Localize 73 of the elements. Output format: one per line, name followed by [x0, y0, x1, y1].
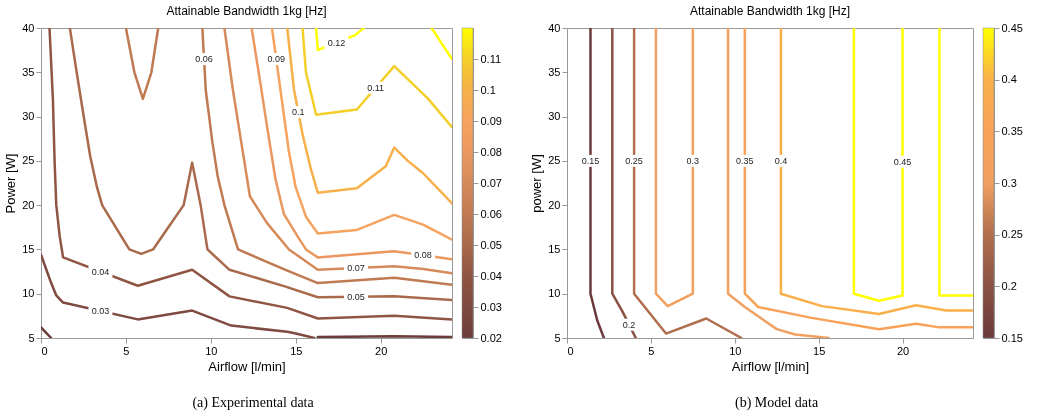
x-tick-label: 20 [375, 344, 388, 357]
color-bar-label: 0.3 [1001, 176, 1017, 189]
y-tick-label: 30 [548, 110, 561, 123]
y-axis-title: Power [W] [3, 153, 19, 214]
line-series [250, 28, 452, 261]
y-tick-label: 30 [22, 110, 35, 123]
line-series [286, 28, 452, 205]
x-axis-title: Airflow [l/min] [731, 358, 810, 374]
series-label: 0.4 [774, 155, 788, 166]
color-bar-label: 0.4 [1001, 73, 1017, 86]
color-bar-label: 0.06 [480, 207, 502, 220]
color-bar-label: 0.35 [1001, 124, 1023, 137]
x-tick-label: 20 [896, 344, 910, 357]
x-tick-label: 15 [813, 344, 826, 357]
text: (a) Experimental data [192, 394, 315, 411]
x-tick-label: 15 [290, 344, 303, 357]
series-label: 0.03 [91, 305, 110, 316]
y-tick-label: 20 [548, 198, 561, 211]
color-bar-label: 0.15 [1001, 331, 1023, 344]
color-bar-label: 0.2 [1001, 279, 1017, 292]
color-bar-label: 0.45 [1001, 21, 1023, 34]
color-bar-label: 0.05 [480, 238, 502, 251]
series-label: 0.35 [736, 155, 754, 166]
x-axis-title: Airflow [l/min] [208, 358, 286, 374]
y-tick-label: 15 [548, 242, 561, 255]
y-tick-label: 25 [22, 154, 35, 167]
color-bar-label: 0.03 [480, 300, 502, 313]
series-label: 0.2 [622, 319, 636, 330]
color-bar-label: 0.07 [480, 176, 502, 189]
x-tick-label: 10 [205, 344, 218, 357]
y-tick-label: 10 [22, 287, 35, 300]
series-label: 0.08 [414, 250, 432, 261]
line-series [41, 253, 316, 338]
series-label: 0.11 [367, 82, 384, 93]
line-series [270, 28, 452, 241]
series-label: 0.3 [686, 155, 700, 166]
y-tick-label: 20 [22, 198, 35, 211]
y-tick-label: 15 [22, 242, 35, 255]
text: (b) Model data [734, 394, 819, 411]
color-bar-label: 0.08 [480, 145, 502, 158]
x-tick-label: 0 [41, 344, 48, 357]
series-label: 0.12 [327, 37, 346, 48]
color-bar-label: 0.25 [1001, 228, 1023, 241]
series-label: 0.1 [292, 107, 305, 118]
y-tick-label: 5 [554, 331, 561, 344]
y-tick-label: 40 [548, 21, 561, 34]
series-label: 0.07 [347, 263, 365, 274]
chart-title: Attainable Bandwidth 1kg [Hz] [166, 4, 327, 18]
series-label: 0.09 [267, 54, 285, 64]
y-axis-title: power [W] [529, 154, 545, 213]
color-bar-label: 0.11 [480, 52, 502, 65]
y-tick-label: 25 [548, 154, 561, 167]
x-tick-label: 5 [648, 344, 655, 357]
line-series [223, 28, 452, 275]
color-bar-label: 0.04 [480, 269, 502, 282]
series-label: 0.45 [893, 156, 912, 167]
x-tick-label: 5 [123, 344, 130, 357]
series-label: 0.15 [581, 155, 600, 166]
series-label: 0.06 [195, 54, 213, 64]
x-tick-label: 10 [729, 344, 742, 357]
y-tick-label: 35 [22, 65, 35, 78]
y-tick-label: 10 [548, 287, 561, 300]
series-label: 0.25 [625, 155, 643, 166]
y-tick-label: 35 [548, 65, 561, 78]
series-label: 0.05 [347, 291, 365, 302]
color-bar-label: 0.02 [480, 331, 502, 344]
color-bar-label: 0.09 [480, 114, 502, 127]
y-tick-label: 5 [28, 331, 35, 344]
series-label: 0.04 [91, 266, 110, 277]
y-tick-label: 40 [22, 21, 35, 34]
color-bar-label: 0.1 [480, 83, 496, 96]
x-tick-label: 0 [567, 344, 574, 357]
chart-title: Attainable Bandwidth 1kg [Hz] [689, 4, 851, 18]
